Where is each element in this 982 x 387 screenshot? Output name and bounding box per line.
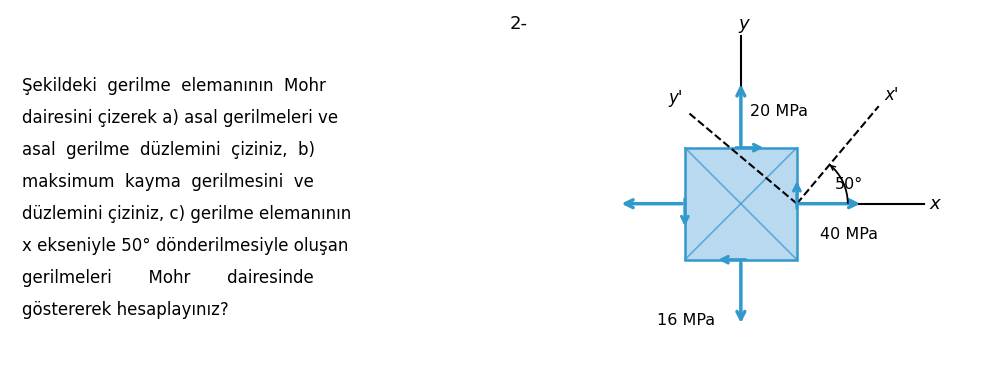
- Text: y': y': [668, 89, 682, 107]
- Text: 50°: 50°: [835, 177, 863, 192]
- Text: Şekildeki  gerilme  elemanının  Mohr
dairesini çizerek a) asal gerilmeleri ve
as: Şekildeki gerilme elemanının Mohr daires…: [22, 77, 352, 319]
- Text: y: y: [738, 15, 748, 33]
- Text: 2-: 2-: [510, 15, 528, 34]
- Text: x': x': [885, 86, 900, 104]
- Text: 20 MPa: 20 MPa: [750, 104, 808, 119]
- Bar: [684, 148, 796, 260]
- Text: 16 MPa: 16 MPa: [657, 313, 715, 328]
- Text: 40 MPa: 40 MPa: [820, 227, 878, 241]
- Text: x: x: [929, 195, 940, 213]
